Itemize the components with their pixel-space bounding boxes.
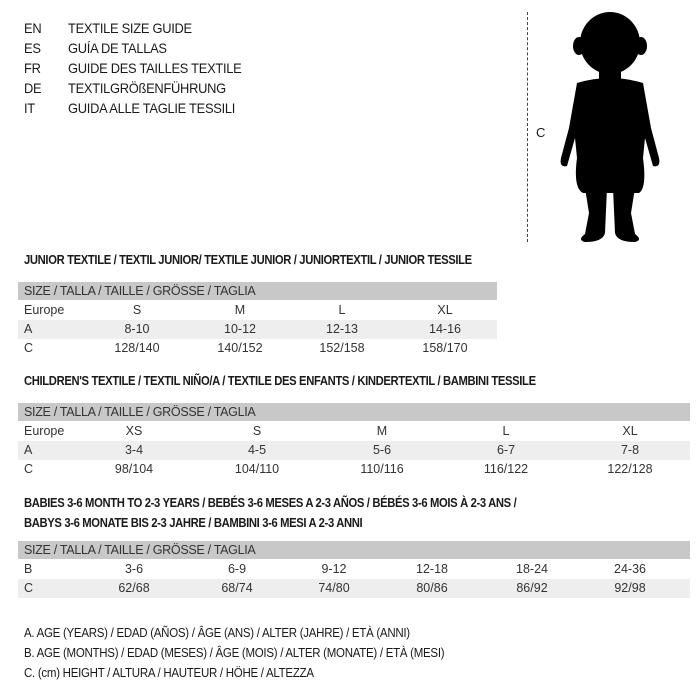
table-cell: S [132,303,142,317]
table-cell: S [252,424,262,438]
row-label: Europe [24,303,65,317]
table-cell: 3-6 [124,562,144,576]
language-code: IT [24,100,35,116]
table-cell: M [376,424,388,438]
table-cell: 74/80 [318,581,350,595]
table-row: Europe XS S M L XL [18,422,690,441]
table-cell: 98/104 [114,462,154,476]
table-cell: 5-6 [372,443,392,457]
language-code: ES [24,40,41,56]
language-title: GUIDE DES TAILLES TEXTILE [68,60,242,76]
table-cell: 8-10 [124,322,150,336]
table-cell: XL [437,303,453,317]
language-title: GUÍA DE TALLAS [68,40,167,56]
babies-section-title-line1: BABIES 3-6 MONTH TO 2-3 YEARS / BEBÉS 3-… [24,496,517,510]
table-cell: 6-7 [496,443,516,457]
table-cell: 92/98 [614,581,646,595]
table-cell: 122/128 [607,462,653,476]
table-row: A 8-10 10-12 12-13 14-16 [18,320,497,339]
table-row: C 98/104 104/110 110/116 116/122 122/128 [18,460,690,479]
table-cell: 80/86 [416,581,448,595]
table-row: A 3-4 4-5 5-6 6-7 7-8 [18,441,690,460]
table-cell: XL [622,424,638,438]
legend-c: C. (cm) HEIGHT / ALTURA / HAUTEUR / HÖHE… [24,666,314,680]
junior-section-title: JUNIOR TEXTILE / TEXTIL JUNIOR/ TEXTILE … [24,253,472,267]
table-cell: 86/92 [516,581,548,595]
table-cell: 158/170 [422,341,468,355]
table-cell: 10-12 [224,322,256,336]
language-code: FR [24,60,41,76]
table-cell: 7-8 [620,443,640,457]
table-cell: 62/68 [118,581,150,595]
row-label: C [24,341,34,355]
language-title: GUIDA ALLE TAGLIE TESSILI [68,100,236,116]
table-cell: 12-18 [416,562,448,576]
table-cell: 128/140 [114,341,160,355]
row-label: Europe [24,424,65,438]
table-cell: 9-12 [321,562,347,576]
language-title: TEXTILE SIZE GUIDE [68,20,192,36]
row-label: A [24,322,33,336]
row-label: A [24,443,33,457]
legend-a: A. AGE (YEARS) / EDAD (AÑOS) / ÂGE (ANS)… [24,626,410,640]
table-row: C 128/140 140/152 152/158 158/170 [18,339,497,358]
size-header-bar: SIZE / TALLA / TAILLE / GRÖSSE / TAGLIA [18,282,497,300]
height-label: C [536,125,546,140]
size-header-bar: SIZE / TALLA / TAILLE / GRÖSSE / TAGLIA [18,541,690,559]
table-cell: XS [125,424,143,438]
size-header-bar: SIZE / TALLA / TAILLE / GRÖSSE / TAGLIA [18,403,690,421]
table-cell: 110/116 [360,462,404,476]
table-row: Europe S M L XL [18,301,497,320]
table-row: C 62/68 68/74 74/80 80/86 86/92 92/98 [18,579,690,598]
table-row: B 3-6 6-9 9-12 12-18 18-24 24-36 [18,560,690,579]
table-cell: 104/110 [234,462,280,476]
table-cell: 24-36 [614,562,646,576]
table-cell: L [338,303,346,317]
language-code: DE [24,80,42,96]
children-section-title: CHILDREN'S TEXTILE / TEXTIL NIÑO/A / TEX… [24,374,536,388]
table-cell: 3-4 [124,443,144,457]
row-label: C [24,581,34,595]
row-label: C [24,462,34,476]
table-cell: 140/152 [217,341,263,355]
language-title: TEXTILGRÖßENFÜHRUNG [68,80,226,96]
row-label: B [24,562,33,576]
table-cell: L [502,424,510,438]
table-cell: 4-5 [247,443,267,457]
babies-section-title-line2: BABYS 3-6 MONATE BIS 2-3 JAHRE / BAMBINI… [24,516,363,530]
table-cell: 12-13 [326,322,358,336]
legend-b: B. AGE (MONTHS) / EDAD (MESES) / ÂGE (MO… [24,646,445,660]
baby-silhouette-icon [560,12,660,242]
table-cell: 6-9 [227,562,247,576]
table-cell: 152/158 [319,341,365,355]
table-cell: 18-24 [516,562,548,576]
language-code: EN [24,20,42,36]
table-cell: 116/122 [483,462,529,476]
table-cell: M [234,303,246,317]
table-cell: 68/74 [221,581,253,595]
table-cell: 14-16 [429,322,461,336]
height-measure-line [527,12,528,242]
